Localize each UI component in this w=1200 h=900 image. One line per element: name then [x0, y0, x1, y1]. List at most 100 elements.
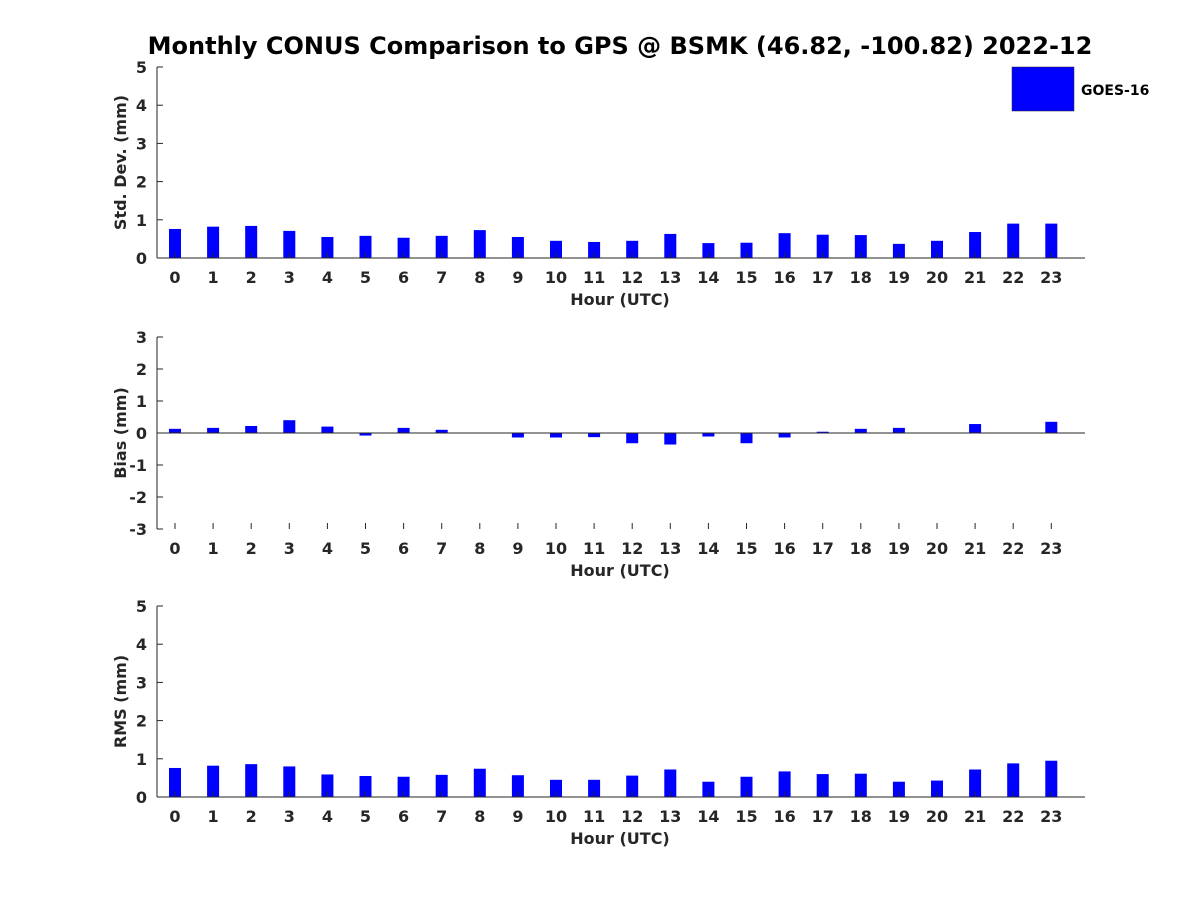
std_dev-x-tick-label: 3: [284, 268, 295, 287]
rms-x-tick-label: 19: [888, 807, 910, 826]
rms-bar: [626, 775, 639, 797]
rms-x-tick-label: 5: [360, 807, 371, 826]
std_dev-x-tick-label: 12: [621, 268, 643, 287]
std_dev-bar: [169, 228, 181, 258]
std_dev-bar: [283, 230, 296, 258]
bias-bar: [397, 427, 410, 433]
std_dev-bar: [550, 240, 562, 258]
legend-swatch: [1011, 66, 1075, 112]
std_dev-bar: [1007, 223, 1020, 258]
rms-bar: [740, 776, 753, 797]
bias-bar: [511, 433, 524, 438]
legend: GOES-16: [1011, 66, 1149, 112]
bias-x-tick-label: 15: [735, 539, 757, 558]
rms-bar: [816, 774, 829, 797]
bias-x-tick-label: 17: [812, 539, 834, 558]
std_dev-x-tick-label: 17: [812, 268, 834, 287]
std_dev-y-axis-label: Std. Dev. (mm): [111, 95, 130, 230]
std_dev-x-tick-label: 5: [360, 268, 371, 287]
bias-y-tick-label: 3: [136, 328, 147, 347]
std_dev-x-tick-label: 1: [208, 268, 219, 287]
bias-bar: [702, 433, 715, 437]
rms-bar: [1007, 763, 1020, 797]
rms-bar: [283, 766, 296, 797]
std_dev-x-axis-label: Hour (UTC): [570, 290, 670, 309]
bias-bar: [626, 433, 639, 444]
bias-x-tick-label: 5: [360, 539, 371, 558]
bias-x-tick-label: 3: [284, 539, 295, 558]
rms-bar: [473, 768, 486, 797]
bias-bar: [245, 425, 258, 433]
bias-x-tick-label: 16: [773, 539, 795, 558]
std_dev-x-tick-label: 20: [926, 268, 948, 287]
std_dev-bar: [854, 235, 867, 258]
bias-bar: [892, 427, 905, 433]
std_dev-x-tick-label: 14: [697, 268, 719, 287]
std_dev-x-tick-label: 4: [322, 268, 333, 287]
bias-x-tick-label: 1: [208, 539, 219, 558]
rms-bar: [588, 779, 601, 797]
bias-bar: [588, 433, 601, 438]
bias-bar: [854, 428, 867, 433]
rms-x-tick-label: 10: [545, 807, 567, 826]
std_dev-x-tick-label: 0: [169, 268, 180, 287]
std_dev-y-tick-label: 1: [136, 211, 147, 230]
bias-bar: [740, 433, 753, 444]
std_dev-bar: [931, 240, 943, 258]
bias-y-axis-label: Bias (mm): [111, 387, 130, 479]
std_dev-y-tick-label: 3: [136, 134, 147, 153]
std_dev-x-tick-label: 16: [773, 268, 795, 287]
std_dev-y-tick-label: 2: [136, 173, 147, 192]
std_dev-bar: [397, 237, 410, 258]
bias-y-tick-label: -2: [129, 488, 147, 507]
rms-bar: [931, 780, 943, 797]
rms-bar: [435, 774, 448, 797]
bias-x-tick-label: 23: [1040, 539, 1062, 558]
std_dev-x-tick-label: 18: [850, 268, 872, 287]
std_dev-x-tick-label: 2: [246, 268, 257, 287]
std_dev-x-tick-label: 13: [659, 268, 681, 287]
bias-bar: [969, 424, 982, 433]
bias-bar: [778, 433, 791, 438]
bias-x-tick-label: 19: [888, 539, 910, 558]
rms-y-tick-label: 3: [136, 673, 147, 692]
bias-x-tick-label: 22: [1002, 539, 1024, 558]
rms-bar: [702, 781, 715, 797]
std_dev-bar: [740, 242, 753, 258]
bias-y-tick-label: -1: [129, 456, 147, 475]
std_dev-bar: [321, 236, 334, 258]
bias-bar: [816, 431, 829, 433]
legend-label: GOES-16: [1081, 83, 1149, 99]
bias-x-axis-label: Hour (UTC): [570, 561, 670, 580]
std_dev-x-tick-label: 10: [545, 268, 567, 287]
bias-x-tick-label: 21: [964, 539, 986, 558]
bias-bar: [169, 428, 181, 433]
rms-x-tick-label: 7: [436, 807, 447, 826]
chart-title: Monthly CONUS Comparison to GPS @ BSMK (…: [148, 32, 1093, 60]
bias-x-tick-label: 7: [436, 539, 447, 558]
std_dev-y-tick-label: 5: [136, 58, 147, 77]
rms-x-tick-label: 16: [773, 807, 795, 826]
bias-x-tick-label: 0: [169, 539, 180, 558]
rms-x-tick-label: 22: [1002, 807, 1024, 826]
std_dev-x-tick-label: 15: [735, 268, 757, 287]
rms-y-axis-label: RMS (mm): [111, 655, 130, 748]
rms-x-tick-label: 13: [659, 807, 681, 826]
rms-bar: [511, 775, 524, 797]
rms-y-tick-label: 2: [136, 712, 147, 731]
std_dev-bar: [511, 236, 524, 258]
std_dev-bar: [588, 241, 601, 258]
std_dev-x-tick-label: 23: [1040, 268, 1062, 287]
std_dev-x-tick-label: 21: [964, 268, 986, 287]
std_dev-bar: [664, 233, 677, 258]
bias-x-tick-label: 10: [545, 539, 567, 558]
rms-x-axis-label: Hour (UTC): [570, 829, 670, 848]
std_dev-y-tick-label: 4: [136, 96, 147, 115]
rms-x-tick-label: 20: [926, 807, 948, 826]
rms-x-tick-label: 23: [1040, 807, 1062, 826]
rms-bar: [169, 767, 181, 797]
rms-x-tick-label: 21: [964, 807, 986, 826]
bias-bar: [664, 433, 677, 445]
